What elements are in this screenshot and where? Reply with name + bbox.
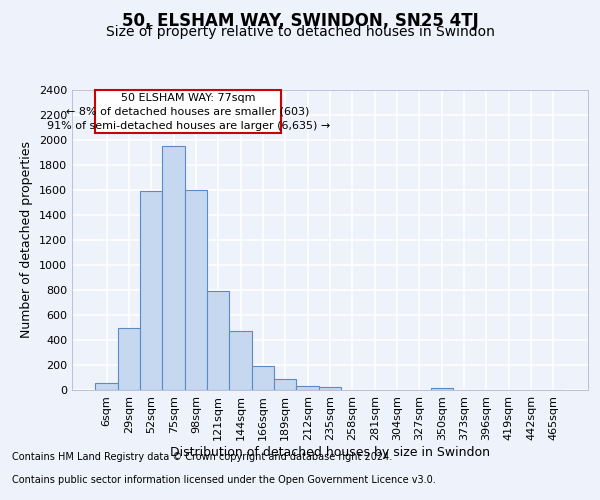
Bar — [319, 386, 341, 390]
Text: Contains HM Land Registry data © Crown copyright and database right 2024.: Contains HM Land Registry data © Crown c… — [12, 452, 392, 462]
Bar — [118, 328, 140, 390]
Text: Size of property relative to detached houses in Swindon: Size of property relative to detached ho… — [106, 25, 494, 39]
Bar — [229, 331, 252, 390]
Bar — [185, 190, 207, 390]
Bar — [252, 366, 274, 390]
Bar — [140, 191, 163, 390]
FancyBboxPatch shape — [95, 90, 281, 133]
Bar — [431, 388, 453, 390]
Text: Contains public sector information licensed under the Open Government Licence v3: Contains public sector information licen… — [12, 475, 436, 485]
Bar — [296, 386, 319, 390]
Text: 50 ELSHAM WAY: 77sqm
← 8% of detached houses are smaller (603)
91% of semi-detac: 50 ELSHAM WAY: 77sqm ← 8% of detached ho… — [47, 92, 330, 130]
Bar — [163, 146, 185, 390]
Bar — [207, 291, 229, 390]
Text: 50, ELSHAM WAY, SWINDON, SN25 4TJ: 50, ELSHAM WAY, SWINDON, SN25 4TJ — [122, 12, 478, 30]
X-axis label: Distribution of detached houses by size in Swindon: Distribution of detached houses by size … — [170, 446, 490, 458]
Y-axis label: Number of detached properties: Number of detached properties — [20, 142, 34, 338]
Bar — [95, 382, 118, 390]
Bar — [274, 379, 296, 390]
